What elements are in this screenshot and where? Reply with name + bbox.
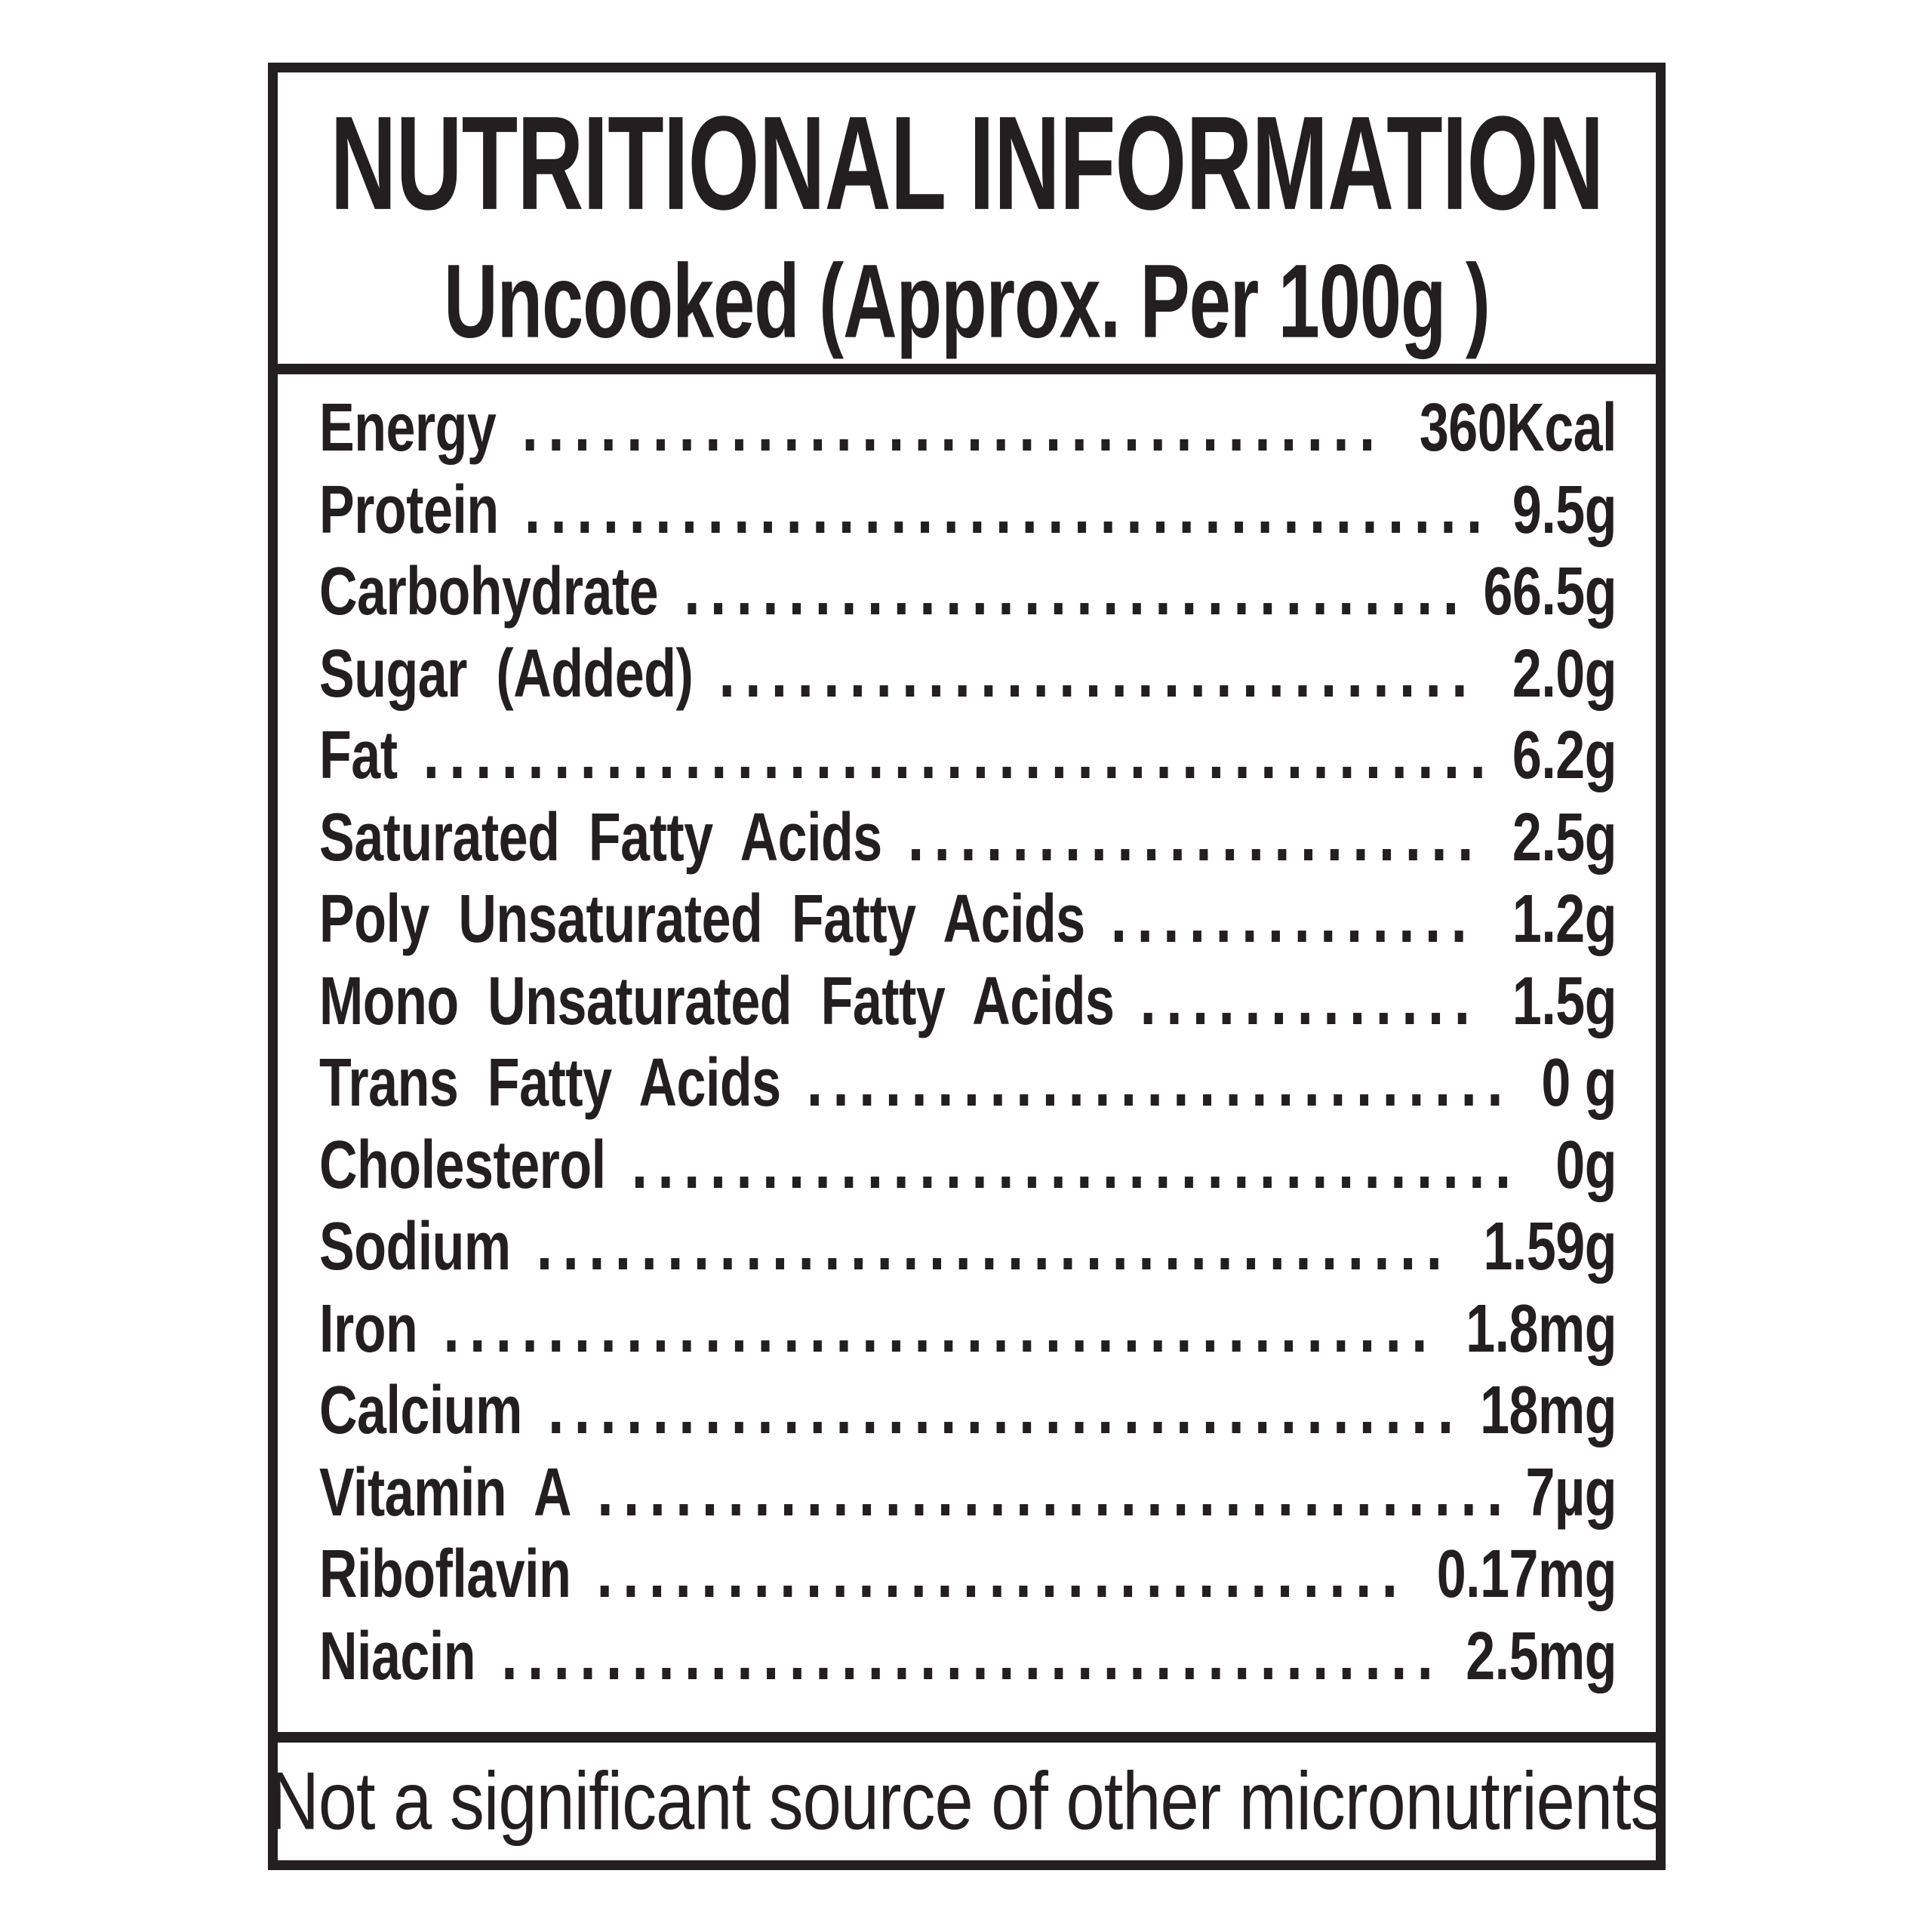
nutrition-label: NUTRITIONAL INFORMATION Uncooked (Approx…	[268, 63, 1666, 1870]
label-header: NUTRITIONAL INFORMATION Uncooked (Approx…	[278, 72, 1656, 374]
nutrient-name: Poly Unsaturated Fatty Acids	[319, 881, 1085, 957]
label-footer: Not a significant source of other micron…	[269, 1732, 1666, 1860]
nutrient-value: 6.2g	[1512, 717, 1617, 793]
nutrient-name: Riboflavin	[319, 1536, 571, 1612]
table-row-iron: Iron ...................................…	[319, 1281, 1617, 1386]
table-row-niacin: Niacin .................................…	[319, 1609, 1617, 1714]
table-row-saturated-fatty-acids: Saturated Fatty Acids ..................…	[319, 790, 1617, 895]
dotted-leader: ..............................	[684, 546, 1469, 631]
table-row-cholesterol: Cholesterol ............................…	[319, 1118, 1617, 1223]
dotted-leader: ...........................	[806, 1037, 1513, 1122]
nutrient-value: 9.5g	[1512, 471, 1617, 547]
table-row-fat: Fat ....................................…	[319, 709, 1617, 814]
nutrient-value: 66.5g	[1483, 553, 1617, 629]
table-row-vitamin-a: Vitamin A ..............................…	[319, 1445, 1617, 1550]
dotted-leader: .................................	[521, 382, 1386, 467]
dotted-leader: ..................................	[631, 1118, 1521, 1204]
nutrient-name: Calcium	[319, 1372, 522, 1448]
table-row-calcium: Calcium ................................…	[319, 1364, 1617, 1469]
nutrient-name: Cholesterol	[319, 1126, 606, 1202]
nutrient-name: Iron	[319, 1290, 418, 1366]
nutrient-name: Saturated Fatty Acids	[319, 798, 882, 875]
dotted-leader: ........................................…	[423, 709, 1497, 795]
nutrient-value: 1.59g	[1483, 1208, 1617, 1284]
table-row-riboflavin: Riboflavin .............................…	[319, 1527, 1617, 1632]
dotted-leader: ...................................	[547, 1364, 1464, 1450]
table-row-mono-unsaturated-fatty-acids: Mono Unsaturated Fatty Acids ...........…	[319, 954, 1617, 1059]
nutrient-value: 18mg	[1480, 1372, 1617, 1448]
dotted-leader: ...............................	[596, 1528, 1408, 1614]
dotted-leader: .....................................	[524, 463, 1493, 549]
dotted-leader: ....................................	[501, 1610, 1444, 1696]
page-subtitle: Uncooked (Approx. Per 100g )	[444, 242, 1491, 359]
nutrient-name: Sugar (Added)	[319, 635, 694, 711]
table-row-sodium: Sodium .................................…	[319, 1200, 1617, 1305]
nutrient-name: Protein	[319, 471, 499, 547]
nutrient-name: Mono Unsaturated Fatty Acids	[319, 962, 1115, 1038]
nutrient-value: 0g	[1555, 1126, 1617, 1202]
dotted-leader: ...................................	[597, 1446, 1513, 1532]
nutrient-name: Trans Fatty Acids	[319, 1044, 781, 1121]
nutrient-name: Energy	[319, 389, 497, 466]
nutrient-value: 0.17mg	[1436, 1536, 1617, 1612]
nutrient-value: 360Kcal	[1419, 389, 1617, 466]
nutrient-value: 1.5g	[1512, 962, 1617, 1038]
table-row-protein: Protein ................................…	[319, 463, 1617, 568]
dotted-leader: .............	[1140, 955, 1481, 1041]
nutrient-name: Niacin	[319, 1617, 476, 1694]
dotted-leader: ......................	[907, 791, 1484, 877]
nutrient-value: 2.0g	[1512, 635, 1617, 711]
table-row-sugar-added: Sugar (Added) ..........................…	[319, 626, 1617, 731]
nutrient-name: Carbohydrate	[319, 553, 659, 629]
nutrient-value: 1.2g	[1512, 881, 1617, 957]
dotted-leader: .............................	[718, 627, 1478, 713]
nutrient-name: Sodium	[319, 1208, 511, 1284]
nutrient-name: Fat	[319, 717, 398, 793]
table-row-poly-unsaturated-fatty-acids: Poly Unsaturated Fatty Acids ...........…	[319, 872, 1617, 977]
dotted-leader: ......................................	[443, 1282, 1438, 1368]
table-row-energy: Energy .................................…	[319, 381, 1617, 486]
nutrient-table: Energy .................................…	[278, 374, 1656, 1732]
subtitle-line: Uncooked (Approx. Per 100g )	[278, 241, 1656, 361]
nutrient-value: 2.5g	[1512, 798, 1617, 875]
nutrient-name: Vitamin A	[319, 1454, 572, 1530]
dotted-leader: ...................................	[536, 1201, 1453, 1286]
footer-note: Not a significant source of other micron…	[269, 1755, 1665, 1847]
title-line: NUTRITIONAL INFORMATION	[278, 86, 1656, 241]
table-row-carbohydrate: Carbohydrate ...........................…	[319, 545, 1617, 650]
dotted-leader: ..............	[1110, 873, 1478, 958]
page-title: NUTRITIONAL INFORMATION	[330, 88, 1604, 238]
nutrient-value: 7µg	[1525, 1454, 1617, 1530]
nutrient-value: 1.8mg	[1466, 1290, 1617, 1366]
table-row-trans-fatty-acids: Trans Fatty Acids ......................…	[319, 1036, 1617, 1141]
nutrient-value: 2.5mg	[1466, 1617, 1617, 1694]
nutrient-value: 0 g	[1541, 1044, 1617, 1121]
